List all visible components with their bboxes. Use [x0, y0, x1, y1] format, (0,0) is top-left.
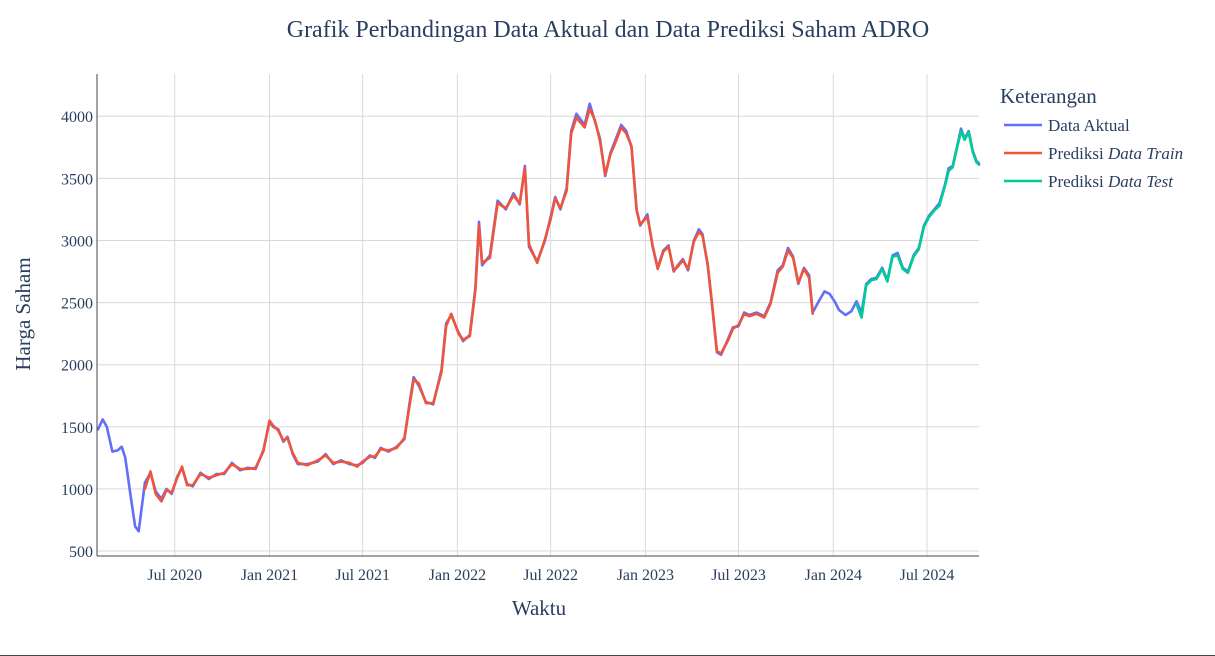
legend-item-label: Prediksi Data Test [1048, 172, 1174, 191]
y-tick-label: 2500 [61, 296, 93, 313]
y-tick-label: 4000 [61, 109, 93, 126]
x-tick-label: Jan 2023 [617, 567, 674, 584]
x-tick-label: Jan 2024 [805, 567, 862, 584]
y-tick-label: 3000 [61, 233, 93, 250]
chart-title: Grafik Perbandingan Data Aktual dan Data… [287, 17, 930, 43]
x-tick-label: Jan 2021 [241, 567, 298, 584]
x-tick-label: Jul 2023 [711, 567, 766, 584]
y-tick-label: 500 [69, 544, 93, 561]
series-line-prediksi-data-test [855, 129, 981, 319]
y-axis-ticks: 500 1000 1500 2000 2500 3000 3500 4000 [61, 109, 93, 561]
x-axis-ticks: Jul 2020 Jan 2021 Jul 2021 Jan 2022 Jul 2022… [147, 567, 954, 584]
x-tick-label: Jul 2022 [523, 567, 578, 584]
legend-item-label: Data Aktual [1048, 116, 1130, 135]
legend: Keterangan Data Aktual Prediksi Data Trai… [1000, 84, 1183, 191]
y-tick-label: 2000 [61, 358, 93, 375]
y-tick-label: 1500 [61, 420, 93, 437]
y-tick-label: 1000 [61, 482, 93, 499]
y-tick-label: 3500 [61, 171, 93, 188]
y-axis-title: Harga Saham [11, 257, 35, 370]
legend-item-label: Prediksi Data Train [1048, 144, 1183, 163]
x-axis-title: Waktu [512, 596, 567, 620]
legend-title: Keterangan [1000, 84, 1097, 108]
x-tick-label: Jul 2021 [335, 567, 390, 584]
gridlines [97, 74, 979, 556]
x-tick-label: Jan 2022 [429, 567, 486, 584]
x-tick-label: Jul 2020 [147, 567, 202, 584]
series-line-prediksi-data-train [143, 107, 815, 503]
series-lines [96, 102, 981, 533]
x-tick-label: Jul 2024 [900, 567, 955, 584]
